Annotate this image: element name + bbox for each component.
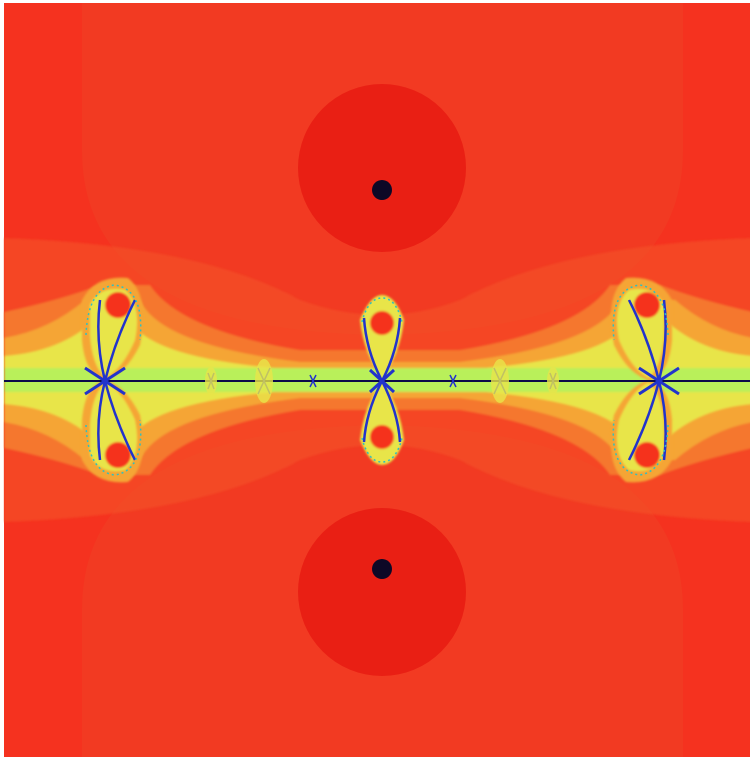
top-attractor-dot — [372, 180, 392, 200]
left-cross — [84, 299, 137, 461]
bottom-basin-inner — [298, 508, 466, 676]
bottom-attractor-dot — [372, 559, 392, 579]
center-cross — [362, 317, 402, 443]
top-basin-inner — [298, 84, 466, 252]
right-lobe — [610, 277, 672, 483]
right-cross — [627, 299, 680, 461]
left-lobe — [82, 277, 144, 483]
satellite-glows — [205, 359, 559, 403]
